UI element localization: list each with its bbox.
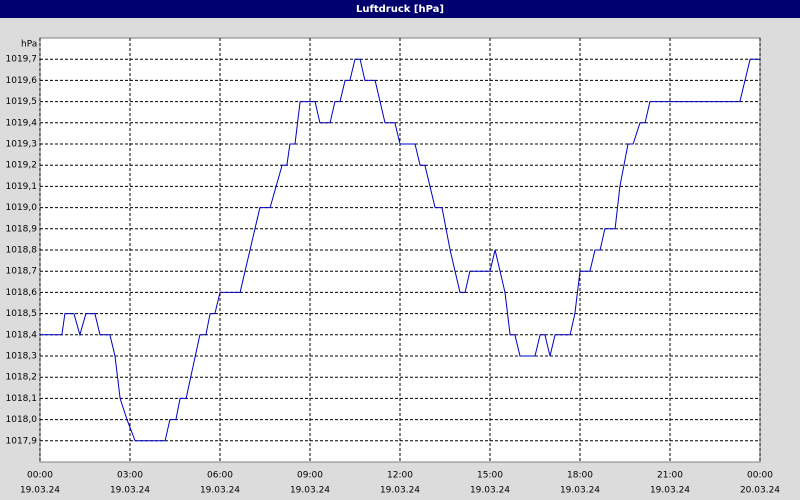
- y-tick-label: 1018,2: [6, 373, 38, 383]
- x-tick-date: 19.03.24: [470, 486, 510, 496]
- x-tick-label: 00:00: [27, 471, 53, 481]
- y-tick-label: 1018,0: [6, 415, 38, 425]
- y-tick-label: 1019,2: [6, 161, 38, 171]
- x-tick-label: 21:00: [657, 471, 683, 481]
- y-tick-label: 1019,1: [6, 182, 38, 192]
- y-tick-label: 1018,7: [6, 267, 38, 277]
- chart-title: Luftdruck [hPa]: [356, 4, 444, 15]
- x-tick-date: 19.03.24: [560, 486, 600, 496]
- x-tick-date: 19.03.24: [380, 486, 420, 496]
- y-tick-label: 1019,4: [6, 118, 38, 128]
- x-tick-label: 00:00: [747, 471, 773, 481]
- x-tick-label: 06:00: [207, 471, 233, 481]
- x-tick-date: 19.03.24: [200, 486, 240, 496]
- y-tick-label: 1019,3: [6, 140, 38, 150]
- y-tick-label: 1018,3: [6, 352, 38, 362]
- x-tick-date: 19.03.24: [290, 486, 330, 496]
- x-tick-label: 15:00: [477, 471, 503, 481]
- x-tick-label: 12:00: [387, 471, 413, 481]
- x-tick-label: 03:00: [117, 471, 143, 481]
- y-tick-label: 1019,5: [6, 97, 38, 107]
- x-tick-date: 19.03.24: [110, 486, 150, 496]
- y-tick-label: 1018,9: [6, 224, 38, 234]
- y-tick-label: 1018,1: [6, 394, 38, 404]
- y-tick-label: 1017,9: [6, 436, 38, 446]
- y-tick-label: 1018,5: [6, 309, 38, 319]
- y-tick-label: 1019,6: [6, 76, 38, 86]
- x-tick-label: 18:00: [567, 471, 593, 481]
- x-tick-date: 19.03.24: [650, 486, 690, 496]
- x-tick-date: 19.03.24: [20, 486, 60, 496]
- y-axis-label: hPa: [21, 40, 37, 50]
- y-tick-label: 1019,0: [6, 203, 38, 213]
- y-tick-label: 1019,7: [6, 55, 38, 65]
- title-bar: [0, 0, 800, 18]
- y-tick-label: 1018,6: [6, 288, 38, 298]
- y-tick-label: 1018,8: [6, 246, 38, 256]
- x-tick-label: 09:00: [297, 471, 323, 481]
- data-line: [40, 58, 760, 442]
- x-tick-date: 20.03.24: [740, 486, 780, 496]
- y-tick-label: 1018,4: [6, 330, 38, 340]
